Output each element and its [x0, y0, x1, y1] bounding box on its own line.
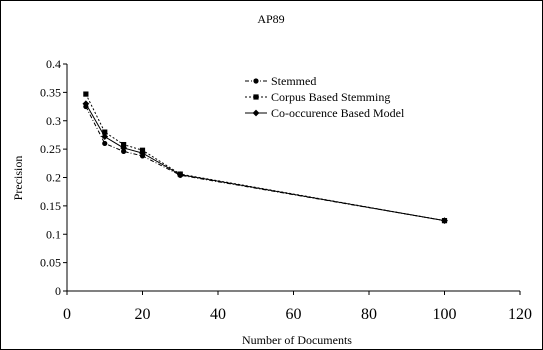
series-line	[85, 103, 445, 222]
y-tick-label: 0.05	[40, 256, 61, 270]
y-tick-label: 0.3	[46, 114, 61, 128]
series-stemmed	[83, 103, 448, 224]
x-tick-label: 40	[210, 306, 226, 323]
y-axis-ticks: 0 0.05 0.1 0.15 0.2 0.25 0.3 0.35 0.4	[40, 57, 67, 298]
data-point-diamond	[82, 100, 90, 108]
legend-item: Corpus Based Stemming	[245, 90, 390, 104]
data-point-diamond	[139, 149, 146, 157]
x-tick-label: 120	[508, 306, 532, 323]
x-tick-label: 0	[63, 306, 71, 323]
series-co-occurence-based-model	[82, 100, 448, 225]
y-tick-label: 0.4	[46, 57, 61, 71]
data-point-diamond	[441, 217, 448, 225]
data-point-diamond	[252, 109, 260, 117]
data-point-square	[121, 141, 127, 148]
legend-label: Stemmed	[271, 74, 316, 88]
data-point-circle	[102, 140, 108, 147]
y-tick-label: 0.1	[46, 227, 61, 241]
x-tick-label: 100	[433, 306, 457, 323]
y-tick-label: 0.2	[46, 171, 61, 185]
x-tick-label: 80	[361, 306, 377, 323]
series-group	[82, 91, 448, 225]
x-tick-label: 20	[135, 306, 151, 323]
data-point-square	[253, 94, 259, 100]
y-tick-label: 0.35	[40, 85, 61, 99]
x-axis-label: Number of Documents	[242, 333, 352, 347]
data-point-square	[102, 129, 108, 135]
x-axis-ticks: 0 20 40 60 80 100 120	[63, 291, 532, 323]
y-tick-label: 0	[55, 284, 61, 298]
data-point-circle	[121, 148, 127, 154]
chart-title: AP89	[257, 12, 284, 26]
legend-item: Co-occurence Based Model	[245, 106, 405, 120]
legend-item: Stemmed	[245, 74, 316, 88]
y-axis-label: Precision	[11, 156, 25, 201]
legend: Stemmed Corpus Based Stemming Co-occurence…	[245, 74, 405, 120]
data-point-diamond	[176, 171, 184, 179]
y-tick-label: 0.25	[40, 142, 61, 156]
legend-label: Corpus Based Stemming	[271, 90, 390, 104]
data-point-circle	[253, 78, 259, 84]
x-tick-label: 60	[286, 306, 302, 323]
y-tick-label: 0.15	[40, 199, 61, 213]
data-point-diamond	[120, 144, 128, 152]
data-point-diamond	[101, 133, 109, 141]
data-point-square	[83, 91, 89, 97]
series-line	[85, 106, 445, 222]
legend-label: Co-occurence Based Model	[271, 106, 405, 120]
